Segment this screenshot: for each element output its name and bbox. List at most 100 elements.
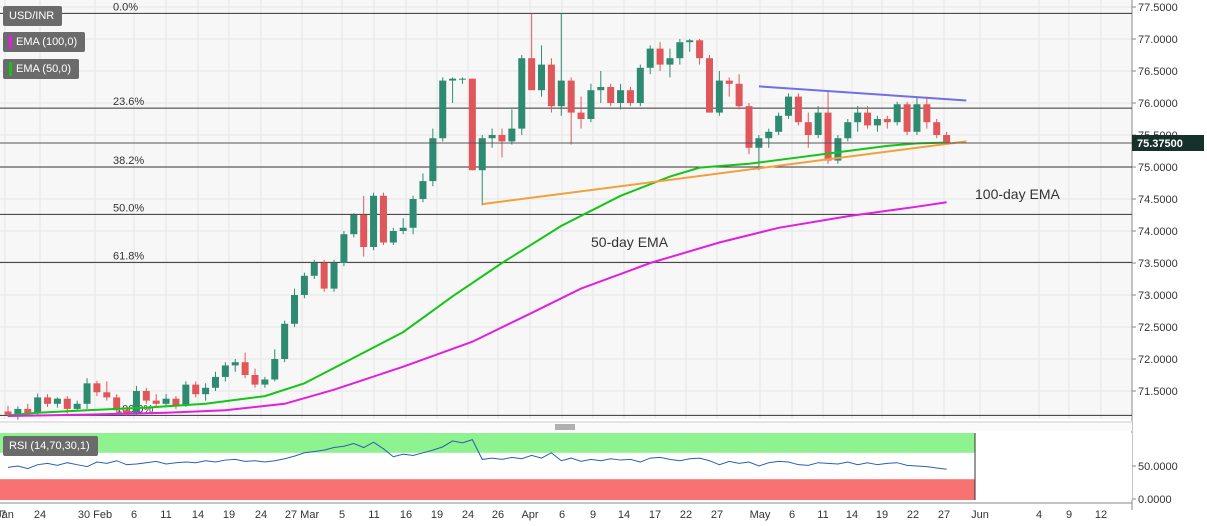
candle-body-41 — [409, 199, 417, 228]
candle-body-91 — [903, 104, 911, 132]
x-tick-label-7: 24 — [255, 509, 267, 521]
x-tick-label-3: 6 — [131, 509, 137, 521]
candle-body-14 — [142, 391, 150, 401]
candle-body-31 — [310, 263, 318, 276]
x-tick-label-14: 26 — [492, 509, 504, 521]
x-tick-label-9: 5 — [339, 509, 345, 521]
y-axis-main: 77.500077.000076.500076.000075.500075.00… — [1132, 2, 1178, 398]
ema100-legend-label: EMA (100,0) — [16, 36, 78, 48]
trendline-support — [482, 140, 967, 206]
ema50-legend[interactable]: EMA (50,0) — [3, 59, 80, 79]
x-tick-label-18: 14 — [618, 509, 630, 521]
candle-body-94 — [933, 122, 941, 135]
symbol-label[interactable]: USD/INR — [3, 6, 63, 26]
candle-body-65 — [646, 48, 654, 68]
candle-body-20 — [202, 387, 210, 395]
candle-body-28 — [281, 323, 289, 359]
candle-body-75 — [745, 106, 753, 148]
candle-body-89 — [883, 119, 891, 123]
candle-body-86 — [854, 112, 862, 123]
fibonacci-levels: 0.0%23.6%38.2%50.0%61.8%100.0% — [0, 1, 1132, 416]
rsi-tick-label-0: 50.0000 — [1138, 461, 1178, 473]
candle-body-9 — [93, 383, 101, 393]
candle-body-88 — [873, 119, 881, 126]
candle-body-48 — [478, 138, 486, 171]
candle-body-80 — [794, 96, 802, 123]
x-tick-label-30: 4 — [1036, 509, 1042, 521]
candle-body-7 — [73, 403, 81, 409]
candle-body-95 — [943, 135, 951, 143]
candle-body-33 — [330, 263, 338, 289]
candle-body-42 — [419, 181, 427, 199]
candle-body-49 — [488, 135, 496, 139]
x-tick-label-15: Apr — [521, 509, 538, 521]
y-tick-label-1: 77.0000 — [1138, 34, 1178, 46]
panel-divider — [0, 421, 1132, 431]
candle-body-56 — [557, 80, 565, 107]
candle-body-54 — [538, 64, 546, 91]
candle-body-13 — [132, 391, 140, 414]
candle-body-69 — [686, 40, 694, 43]
candle-body-34 — [340, 234, 348, 263]
main-panel-grid — [0, 0, 1133, 510]
x-tick-label-32: 12 — [1095, 509, 1107, 521]
candle-body-32 — [320, 263, 328, 289]
x-tick-label-17: 9 — [590, 509, 596, 521]
x-tick-label-33: 17 — [0, 509, 6, 521]
current-price-box — [1132, 135, 1204, 151]
fib-label-2: 38.2% — [113, 155, 144, 167]
x-axis: Jan 24 30 Feb 6 11 14 19 24 27 Mar 5 11 16 19 24 26 Apr… — [0, 502, 1132, 521]
candle-body-40 — [399, 227, 407, 231]
fib-label-4: 61.8% — [113, 250, 144, 262]
ema100-legend[interactable]: EMA (100,0) — [3, 32, 86, 52]
y-tick-label-6: 74.5000 — [1138, 194, 1178, 206]
candle-body-17 — [172, 398, 180, 406]
candle-body-19 — [192, 384, 200, 395]
ema50-swatch — [9, 62, 12, 77]
candle-body-36 — [360, 215, 368, 247]
trendlines — [482, 85, 967, 206]
candle-body-83 — [824, 112, 832, 161]
candle-body-84 — [834, 138, 842, 161]
rsi-overbought-zone — [0, 433, 975, 453]
y-tick-label-3: 76.0000 — [1138, 98, 1178, 110]
candle-body-3 — [34, 397, 42, 414]
current-price-label: 75.37500 — [1137, 138, 1183, 150]
rsi-panel: 50.0000 0.0000 — [0, 433, 1178, 506]
candle-body-73 — [725, 80, 733, 84]
candle-body-66 — [656, 48, 664, 65]
candle-body-43 — [429, 138, 437, 182]
x-tick-label-20: 22 — [680, 509, 692, 521]
x-tick-label-16: 6 — [559, 509, 565, 521]
ema100-swatch — [9, 35, 12, 50]
candle-body-27 — [271, 359, 279, 380]
candle-body-22 — [221, 365, 229, 377]
candle-body-10 — [103, 392, 111, 398]
x-tick-label-27: 22 — [907, 509, 919, 521]
candle-body-74 — [735, 83, 743, 107]
y-tick-label-7: 74.0000 — [1138, 226, 1178, 238]
trendline-resistance — [758, 85, 967, 102]
candle-body-71 — [705, 58, 713, 113]
x-tick-label-5: 14 — [192, 509, 204, 521]
candle-body-77 — [765, 131, 773, 139]
candle-body-63 — [626, 90, 634, 103]
candle-body-90 — [893, 104, 901, 123]
y-tick-label-10: 72.5000 — [1138, 322, 1178, 334]
candle-body-35 — [350, 215, 358, 235]
x-tick-label-22: May — [750, 509, 771, 521]
candle-body-92 — [913, 104, 921, 132]
candle-body-60 — [597, 87, 605, 91]
rsi-line — [7, 438, 947, 470]
candle-body-58 — [577, 112, 585, 119]
candle-body-70 — [696, 40, 704, 59]
divider-bar — [0, 421, 1132, 431]
rsi-legend[interactable]: RSI (14,70,30,1) — [3, 436, 98, 456]
candle-body-57 — [567, 80, 575, 113]
fib-label-0: 0.0% — [113, 1, 138, 13]
ema-line-0 — [7, 141, 947, 417]
candle-body-50 — [498, 135, 506, 142]
candle-body-79 — [785, 96, 793, 116]
candles — [4, 13, 951, 420]
